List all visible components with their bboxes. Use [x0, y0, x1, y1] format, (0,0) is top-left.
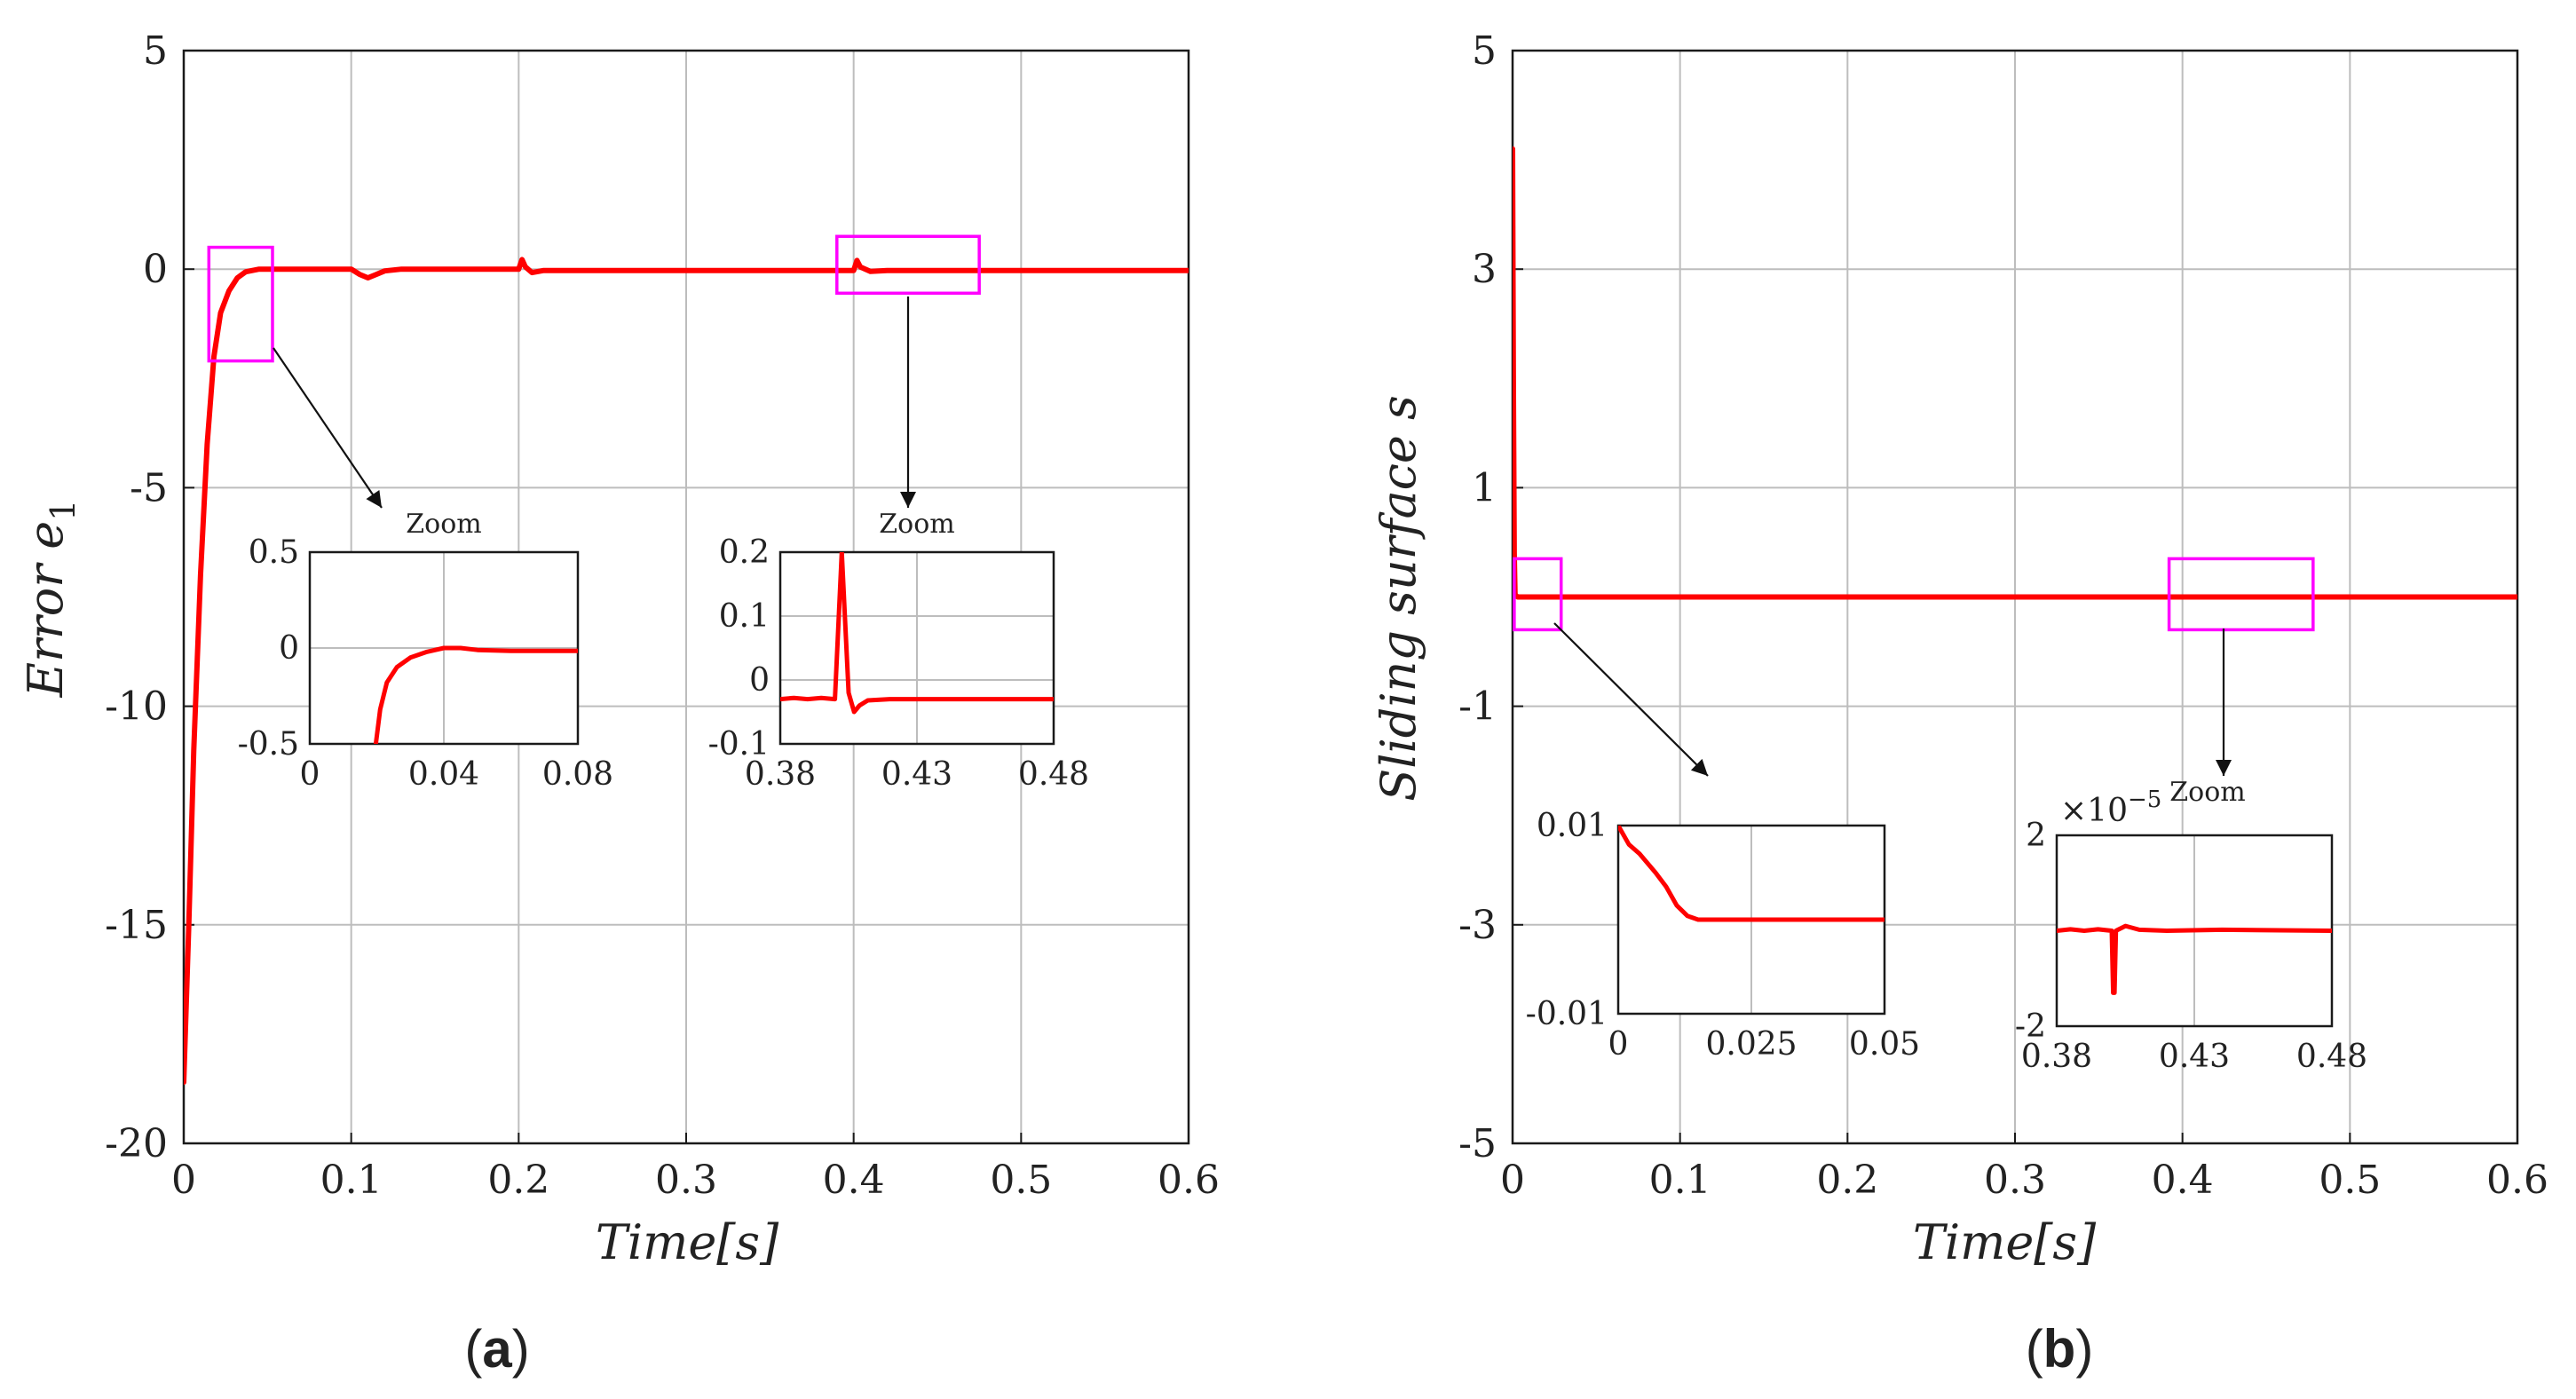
- panel-label-paren-open: (: [464, 1319, 482, 1379]
- x-tick-label: 0.4: [823, 1158, 885, 1203]
- inset-scale-base: ×10: [2060, 793, 2128, 829]
- inset-zoom-title: Zoom: [2169, 777, 2245, 808]
- inset-zoom-title: Zoom: [406, 509, 481, 540]
- zoom-box: [207, 245, 274, 363]
- inset-scale-exponent: −5: [2128, 786, 2161, 813]
- inset-x-tick-label: 0: [300, 756, 320, 793]
- panel-label-letter: a: [482, 1319, 512, 1379]
- zoom-arrow-head: [366, 490, 382, 508]
- x-tick-label: 0.4: [2152, 1158, 2214, 1203]
- inset-x-tick-label: 0.43: [2159, 1039, 2230, 1075]
- inset-x-tick-label: 0.48: [2296, 1039, 2367, 1075]
- inset-y-tick-label: -0.1: [708, 726, 770, 763]
- x-axis-label: Time[s]: [596, 1214, 779, 1270]
- y-tick-label: -3: [1458, 903, 1497, 948]
- inset-y-tick-label: 0: [749, 662, 770, 699]
- y-tick-label: 5: [143, 28, 168, 74]
- x-axis-label: Time[s]: [1913, 1214, 2097, 1270]
- x-tick-label: 0.1: [1649, 1158, 1711, 1203]
- inset-y-tick-label: 2: [2026, 818, 2046, 854]
- x-tick-label: 0.5: [2319, 1158, 2381, 1203]
- zoom-box: [2167, 557, 2315, 632]
- zoom-arrow-head: [2216, 760, 2232, 776]
- inset-y-tick-label: 0.5: [249, 534, 299, 571]
- inset-y-tick-label: 0.2: [719, 534, 770, 571]
- y-axis-label: Sliding surface s: [1371, 395, 1426, 801]
- inset-x-tick-label: 0.05: [1849, 1026, 1920, 1063]
- y-axis-label: Error e1: [18, 500, 83, 699]
- inset-x-tick-label: 0.38: [2021, 1039, 2092, 1075]
- inset-frame: [778, 550, 1055, 746]
- x-tick-label: 0: [171, 1158, 196, 1203]
- inset-series-line: [1618, 826, 1885, 922]
- x-tick-label: 0.1: [320, 1158, 383, 1203]
- inset-x-tick-label: 0.38: [745, 756, 816, 793]
- y-tick-label: -5: [1458, 1121, 1497, 1166]
- zoom-arrow-head: [900, 492, 916, 508]
- zoom-arrow-head: [1690, 758, 1708, 776]
- inset-x-tick-label: 0.43: [881, 756, 952, 793]
- inset-frame: [308, 550, 580, 746]
- panel-label-letter: b: [2043, 1319, 2076, 1379]
- x-tick-label: 0.2: [1816, 1158, 1878, 1203]
- x-tick-label: 0: [1500, 1158, 1525, 1203]
- x-tick-label: 0.2: [487, 1158, 549, 1203]
- y-tick-label: 5: [1472, 28, 1497, 74]
- inset-series-line: [2057, 923, 2332, 995]
- inset-series-line: [780, 552, 1054, 715]
- inset-x-tick-label: 0: [1608, 1026, 1629, 1063]
- inset-plot: 0.38 0.43 0.48 0.2 0.1 0 -0.1 Zoom: [708, 509, 1090, 793]
- inset-y-tick-label: -2: [2015, 1008, 2046, 1045]
- zoom-arrow: [273, 347, 383, 509]
- panel-a: 0 0.1 0.2 0.3 0.4 0.5 0.6 5 0 -5 -10 -15 -20 Time[s] E…: [18, 28, 1220, 1379]
- zoom-arrow: [1553, 622, 1709, 777]
- inset-y-tick-label: 0: [279, 630, 299, 667]
- inset-y-tick-label: -0.5: [238, 726, 299, 763]
- panel-b: 0 0.1 0.2 0.3 0.4 0.5 0.6 5 3 1 -1 -3 -5 Time[s] Slidi…: [1371, 28, 2548, 1379]
- y-tick-label: -10: [105, 684, 168, 730]
- inset-y-tick-label: 0.01: [1537, 808, 1608, 844]
- y-tick-label: 1: [1472, 465, 1497, 510]
- y-tick-label: 0: [143, 247, 168, 292]
- panel-label-paren-close: ): [512, 1319, 530, 1379]
- inset-plot: 0 0.025 0.05 0.01 -0.01: [1526, 808, 1920, 1063]
- zoom-box: [1513, 557, 1563, 632]
- inset-x-tick-label: 0.04: [408, 756, 479, 793]
- inset-x-tick-label: 0.025: [1705, 1026, 1797, 1063]
- inset-plot: 0.38 0.43 0.48 2 -2 Zoom ×10−5: [2015, 777, 2367, 1075]
- y-tick-label: -1: [1458, 684, 1497, 730]
- inset-x-tick-label: 0.08: [542, 756, 613, 793]
- x-tick-label: 0.6: [2486, 1158, 2548, 1203]
- zoom-box: [835, 234, 981, 296]
- y-tick-label: -5: [130, 465, 168, 510]
- y-axis-label-text: Error e: [18, 521, 74, 699]
- y-tick-label: -20: [105, 1121, 168, 1166]
- x-tick-label: 0.5: [990, 1158, 1052, 1203]
- inset-x-tick-label: 0.48: [1018, 756, 1089, 793]
- y-axis-label-subscript: 1: [43, 500, 83, 521]
- y-tick-label: -15: [105, 903, 168, 948]
- x-tick-label: 0.3: [655, 1158, 717, 1203]
- panel-label: (b): [2026, 1319, 2094, 1379]
- panel-label: (a): [464, 1319, 529, 1379]
- inset-y-tick-label: 0.1: [719, 598, 770, 635]
- inset-series-line: [373, 645, 578, 744]
- x-tick-label: 0.6: [1158, 1158, 1220, 1203]
- panel-label-paren-open: (: [2026, 1319, 2043, 1379]
- inset-zoom-title: Zoom: [879, 509, 954, 540]
- panel-label-paren-close: ): [2075, 1319, 2093, 1379]
- inset-y-tick-label: -0.01: [1526, 996, 1608, 1032]
- y-axis-label-text: Sliding surface s: [1371, 395, 1426, 801]
- y-tick-label: 3: [1472, 247, 1497, 292]
- x-tick-label: 0.3: [1984, 1158, 2046, 1203]
- inset-scale-factor: ×10−5: [2060, 786, 2161, 829]
- series-line-e1: [184, 257, 1189, 1086]
